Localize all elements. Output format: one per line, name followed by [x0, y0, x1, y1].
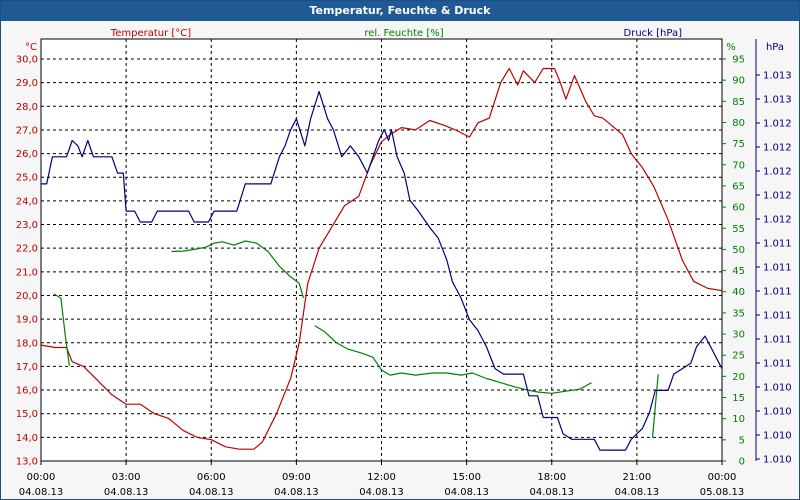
- x-tick-time: 00:00: [27, 472, 56, 483]
- temperature-tick-label: 22,0: [16, 244, 38, 255]
- humidity-tick-label: 85: [732, 97, 745, 108]
- humidity-tick-label: 15: [732, 393, 745, 404]
- x-tick-time: 15:00: [452, 472, 481, 483]
- pressure-tick-label: 1.011: [763, 239, 792, 250]
- humidity-axis-label: rel. Feuchte [%]: [364, 28, 443, 39]
- temperature-tick-label: 19,0: [16, 315, 38, 326]
- temperature-tick-label: 15,0: [16, 409, 38, 420]
- humidity-unit: %: [726, 42, 736, 53]
- humidity-series-line: [53, 293, 70, 366]
- pressure-tick-label: 1.011: [763, 287, 792, 298]
- x-tick-time: 18:00: [537, 472, 566, 483]
- x-tick-date: 04.08.13: [444, 487, 489, 498]
- x-tick-time: 09:00: [282, 472, 311, 483]
- x-tick-time: 12:00: [367, 472, 396, 483]
- pressure-tick-label: 1.011: [763, 311, 792, 322]
- x-tick-date: 04.08.13: [189, 487, 234, 498]
- x-tick-date: 04.08.13: [359, 487, 404, 498]
- temperature-series-line: [40, 67, 723, 450]
- temperature-unit: °C: [25, 42, 37, 53]
- x-tick-time: 00:00: [708, 472, 737, 483]
- humidity-tick-label: 90: [732, 76, 745, 87]
- temperature-tick-label: 26,0: [16, 149, 38, 160]
- humidity-tick-label: 65: [732, 181, 745, 192]
- humidity-series-line: [171, 240, 305, 299]
- temperature-tick-label: 18,0: [16, 338, 38, 349]
- humidity-tick-label: 45: [732, 266, 745, 277]
- humidity-tick-label: 60: [732, 203, 745, 214]
- x-tick-date: 04.08.13: [529, 487, 574, 498]
- x-tick-date: 04.08.13: [19, 487, 64, 498]
- weather-chart: 13,0 14,0 15,0 16,0 17,0 18,0 19,0 20,0 21,0 22,0…: [16, 28, 792, 498]
- axis-headers: Temperatur [°C] rel. Feuchte [%] Druck [hP…: [110, 28, 682, 39]
- temperature-tick-label: 25,0: [16, 173, 38, 184]
- humidity-tick-label: 10: [732, 414, 745, 425]
- pressure-tick-label: 1.010: [763, 383, 792, 394]
- pressure-tick-label: 1.011: [763, 263, 792, 274]
- humidity-tick-label: 0: [739, 457, 745, 468]
- humidity-tick-label: 35: [732, 308, 745, 319]
- temperature-tick-label: 23,0: [16, 220, 38, 231]
- humidity-tick-label: 75: [732, 139, 745, 150]
- temperature-tick-label: 29,0: [16, 78, 38, 89]
- temperature-axis: 13,0 14,0 15,0 16,0 17,0 18,0 19,0 20,0 21,0 22,0…: [16, 42, 38, 468]
- pressure-unit: hPa: [766, 42, 784, 53]
- x-tick-date: 04.08.13: [615, 487, 660, 498]
- pressure-axis-label: Druck [hPa]: [624, 28, 683, 39]
- pressure-tick-label: 1.010: [763, 431, 792, 442]
- pressure-tick-label: 1.011: [763, 335, 792, 346]
- temperature-tick-label: 14,0: [16, 433, 38, 444]
- pressure-tick-label: 1.013: [763, 95, 792, 106]
- temperature-tick-label: 16,0: [16, 386, 38, 397]
- humidity-axis: 0 5 10 15 20 25 30 35 40 45 50 55 60 65 70 75 80 85 90 95%: [722, 42, 745, 468]
- humidity-tick-label: 70: [732, 160, 745, 171]
- pressure-tick-label: 1.012: [763, 215, 792, 226]
- humidity-tick-label: 30: [732, 330, 745, 341]
- pressure-tick-label: 1.012: [763, 119, 792, 130]
- window-title: Temperatur, Feuchte & Druck: [1, 1, 799, 21]
- humidity-tick-label: 40: [732, 287, 745, 298]
- pressure-tick-label: 1.010: [763, 407, 792, 418]
- pressure-axis: 1.010 1.010 1.010 1.010 1.011 1.011 1.011 1.011…: [755, 39, 792, 466]
- temperature-tick-label: 24,0: [16, 196, 38, 207]
- humidity-tick-label: 55: [732, 224, 745, 235]
- humidity-series-line: [314, 325, 592, 394]
- pressure-tick-label: 1.011: [763, 359, 792, 370]
- temperature-axis-label: Temperatur [°C]: [110, 28, 191, 39]
- pressure-tick-label: 1.010: [763, 455, 792, 466]
- humidity-tick-label: 50: [732, 245, 745, 256]
- x-tick-time: 06:00: [197, 472, 226, 483]
- humidity-series-line: [651, 374, 659, 438]
- x-tick-date: 05.08.13: [700, 487, 745, 498]
- humidity-tick-label: 5: [739, 435, 745, 446]
- pressure-tick-label: 1.013: [763, 71, 792, 82]
- pressure-tick-label: 1.012: [763, 143, 792, 154]
- x-tick-time: 21:00: [622, 472, 651, 483]
- x-tick-date: 04.08.13: [104, 487, 149, 498]
- temperature-tick-label: 17,0: [16, 362, 38, 373]
- temperature-tick-label: 28,0: [16, 102, 38, 113]
- grid-lines: [41, 39, 722, 462]
- humidity-tick-label: 80: [732, 118, 745, 129]
- temperature-tick-label: 13,0: [16, 457, 38, 468]
- temperature-tick-label: 27,0: [16, 125, 38, 136]
- series-layer: [40, 67, 723, 451]
- pressure-tick-label: 1.012: [763, 191, 792, 202]
- x-tick-time: 03:00: [112, 472, 141, 483]
- temperature-tick-label: 21,0: [16, 267, 38, 278]
- temperature-tick-label: 20,0: [16, 291, 38, 302]
- humidity-tick-label: 95: [732, 55, 745, 66]
- humidity-tick-label: 20: [732, 372, 745, 383]
- temperature-tick-label: 30,0: [16, 55, 38, 66]
- pressure-series-line: [41, 90, 723, 451]
- x-tick-date: 04.08.13: [274, 487, 319, 498]
- pressure-tick-label: 1.012: [763, 167, 792, 178]
- time-axis: 00:00 04.08.13 03:00 04.08.13 06:00 04.08.13 0…: [19, 461, 745, 498]
- humidity-tick-label: 25: [732, 351, 745, 362]
